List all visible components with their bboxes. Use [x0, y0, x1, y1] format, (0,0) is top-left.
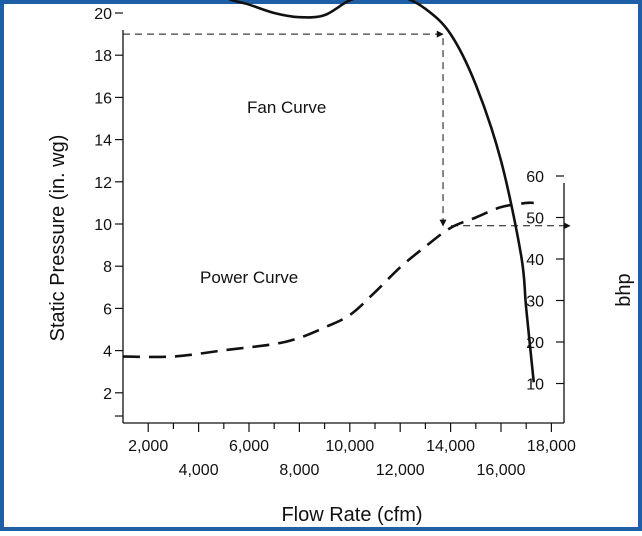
- fan-curve-label: Fan Curve: [247, 98, 326, 117]
- y-axis-title: Static Pressure (in. wg): [47, 135, 69, 342]
- x-tick-label: 2,000: [128, 438, 168, 455]
- y-tick-label: 4: [103, 344, 112, 361]
- x-tick-label: 6,000: [229, 438, 269, 455]
- fan-curve-line: [228, 0, 536, 383]
- power-curve-line: [122, 201, 534, 359]
- x-tick-label: 8,000: [279, 462, 319, 479]
- x-axis-title: Flow Rate (cfm): [281, 504, 422, 526]
- y-tick-label: 8: [103, 259, 112, 276]
- y2-tick-label: 60: [526, 169, 544, 186]
- x-tick-label: 16,000: [477, 462, 526, 479]
- y-tick-label: 18: [94, 48, 112, 65]
- annotations-group: [123, 30, 571, 230]
- x-tick-label: 14,000: [426, 438, 475, 455]
- y-tick-label: 16: [94, 90, 112, 107]
- x-tick-label: 10,000: [325, 438, 374, 455]
- x-tick-label: 4,000: [179, 462, 219, 479]
- curves-group: [122, 0, 536, 383]
- y-tick-label: 6: [103, 301, 112, 318]
- y-tick-label: 10: [94, 217, 112, 234]
- x-tick-label: 18,000: [527, 438, 576, 455]
- y2-tick-label: 40: [526, 252, 544, 269]
- y2-axis-title: bhp: [613, 273, 635, 306]
- y2-tick-label: 30: [526, 294, 544, 311]
- power-curve-label: Power Curve: [200, 268, 298, 287]
- y-tick-label: 20: [94, 6, 112, 23]
- y-tick-label: 2: [103, 386, 112, 403]
- y2-tick-label: 10: [526, 377, 544, 394]
- y-tick-label: 14: [94, 133, 112, 150]
- x-tick-label: 12,000: [376, 462, 425, 479]
- y2-tick-label: 50: [526, 211, 544, 228]
- y-tick-label: 12: [94, 175, 112, 192]
- ticks-group: 24681012141618202224261020304050602,0006…: [94, 6, 576, 479]
